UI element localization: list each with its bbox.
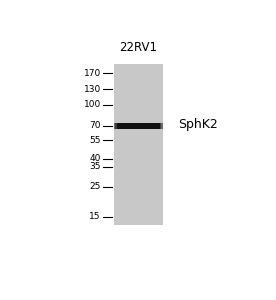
Bar — [160, 123, 161, 129]
Bar — [122, 123, 123, 129]
Bar — [155, 123, 156, 129]
Bar — [156, 123, 158, 129]
Bar — [119, 123, 120, 129]
Text: SphK2: SphK2 — [178, 118, 217, 131]
Bar — [148, 123, 150, 129]
Bar — [130, 123, 132, 129]
Bar — [158, 123, 160, 129]
Bar — [125, 123, 127, 129]
Text: 25: 25 — [89, 182, 101, 191]
Bar — [127, 123, 128, 129]
Bar — [115, 123, 117, 129]
Bar — [151, 123, 153, 129]
Text: 170: 170 — [84, 69, 101, 78]
Bar — [145, 123, 147, 129]
Bar — [123, 123, 125, 129]
Text: 55: 55 — [89, 136, 101, 145]
Text: 35: 35 — [89, 162, 101, 171]
Bar — [150, 123, 151, 129]
Bar — [132, 123, 133, 129]
Bar — [120, 123, 122, 129]
Bar — [133, 123, 135, 129]
Bar — [161, 123, 163, 129]
Text: 100: 100 — [84, 100, 101, 109]
Bar — [128, 123, 130, 129]
Bar — [138, 123, 140, 129]
Bar — [143, 123, 145, 129]
Text: 15: 15 — [89, 212, 101, 221]
Text: 130: 130 — [84, 85, 101, 94]
Bar — [114, 123, 115, 129]
Bar — [135, 123, 137, 129]
Bar — [153, 123, 155, 129]
Text: 70: 70 — [89, 121, 101, 130]
Bar — [140, 123, 142, 129]
Bar — [142, 123, 143, 129]
Bar — [117, 123, 119, 129]
Bar — [137, 123, 138, 129]
Text: 40: 40 — [89, 154, 101, 164]
Text: 22RV1: 22RV1 — [119, 41, 157, 55]
Bar — [147, 123, 148, 129]
